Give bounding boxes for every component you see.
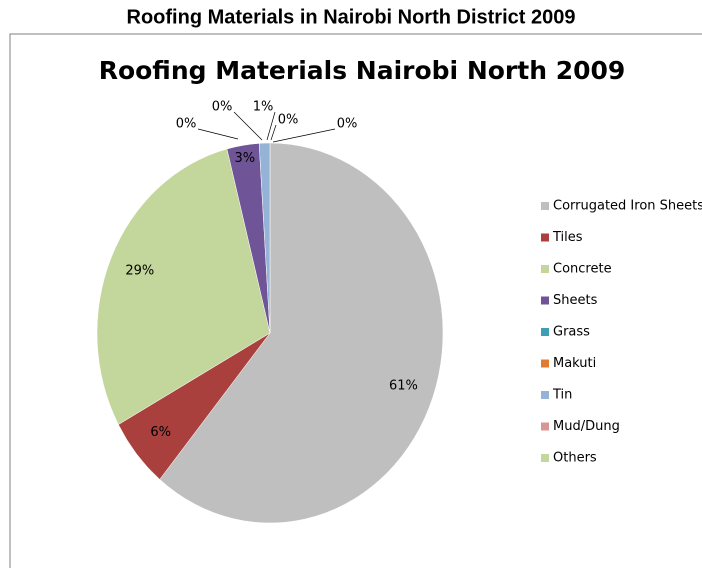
data-label: 1%	[253, 100, 274, 115]
data-label: 61%	[389, 378, 418, 393]
legend-swatch	[541, 359, 549, 368]
legend-label: Grass	[553, 325, 590, 340]
leader-line	[197, 128, 239, 140]
legend-swatch	[541, 328, 549, 336]
leader-line	[266, 111, 276, 141]
legend-swatch	[541, 202, 549, 210]
legend-label: Others	[553, 451, 597, 466]
data-label: 3%	[235, 151, 256, 166]
legend-swatch	[541, 296, 549, 305]
legend-swatch	[541, 233, 549, 242]
pie-slice	[159, 142, 444, 524]
data-label: 0%	[212, 100, 233, 115]
leader-line	[272, 128, 336, 143]
legend-swatch	[541, 391, 549, 399]
legend-label: Sheets	[553, 293, 598, 308]
legend-swatch	[541, 454, 549, 462]
legend-label: Corrugated Iron Sheets	[553, 199, 702, 214]
legend-swatch	[541, 422, 549, 431]
legend-swatch	[541, 265, 549, 273]
legend-label: Tiles	[552, 230, 583, 245]
legend-label: Mud/Dung	[553, 419, 620, 434]
pie-slice	[96, 148, 271, 425]
chart-border	[9, 33, 702, 568]
data-label: 29%	[125, 264, 154, 279]
legend-label: Concrete	[553, 262, 612, 277]
data-label: 6%	[150, 425, 171, 440]
page-title: Roofing Materials in Nairobi North Distr…	[127, 6, 576, 28]
legend-label: Tin	[552, 388, 572, 403]
legend-label: Makuti	[553, 356, 596, 371]
data-label: 0%	[337, 117, 358, 132]
leader-line	[233, 111, 263, 141]
chart-title: Roofing Materials Nairobi North 2009	[99, 56, 626, 85]
data-label: 0%	[176, 117, 197, 132]
data-label: 0%	[278, 113, 299, 128]
pie-slice	[258, 142, 271, 334]
leader-line	[270, 124, 277, 141]
